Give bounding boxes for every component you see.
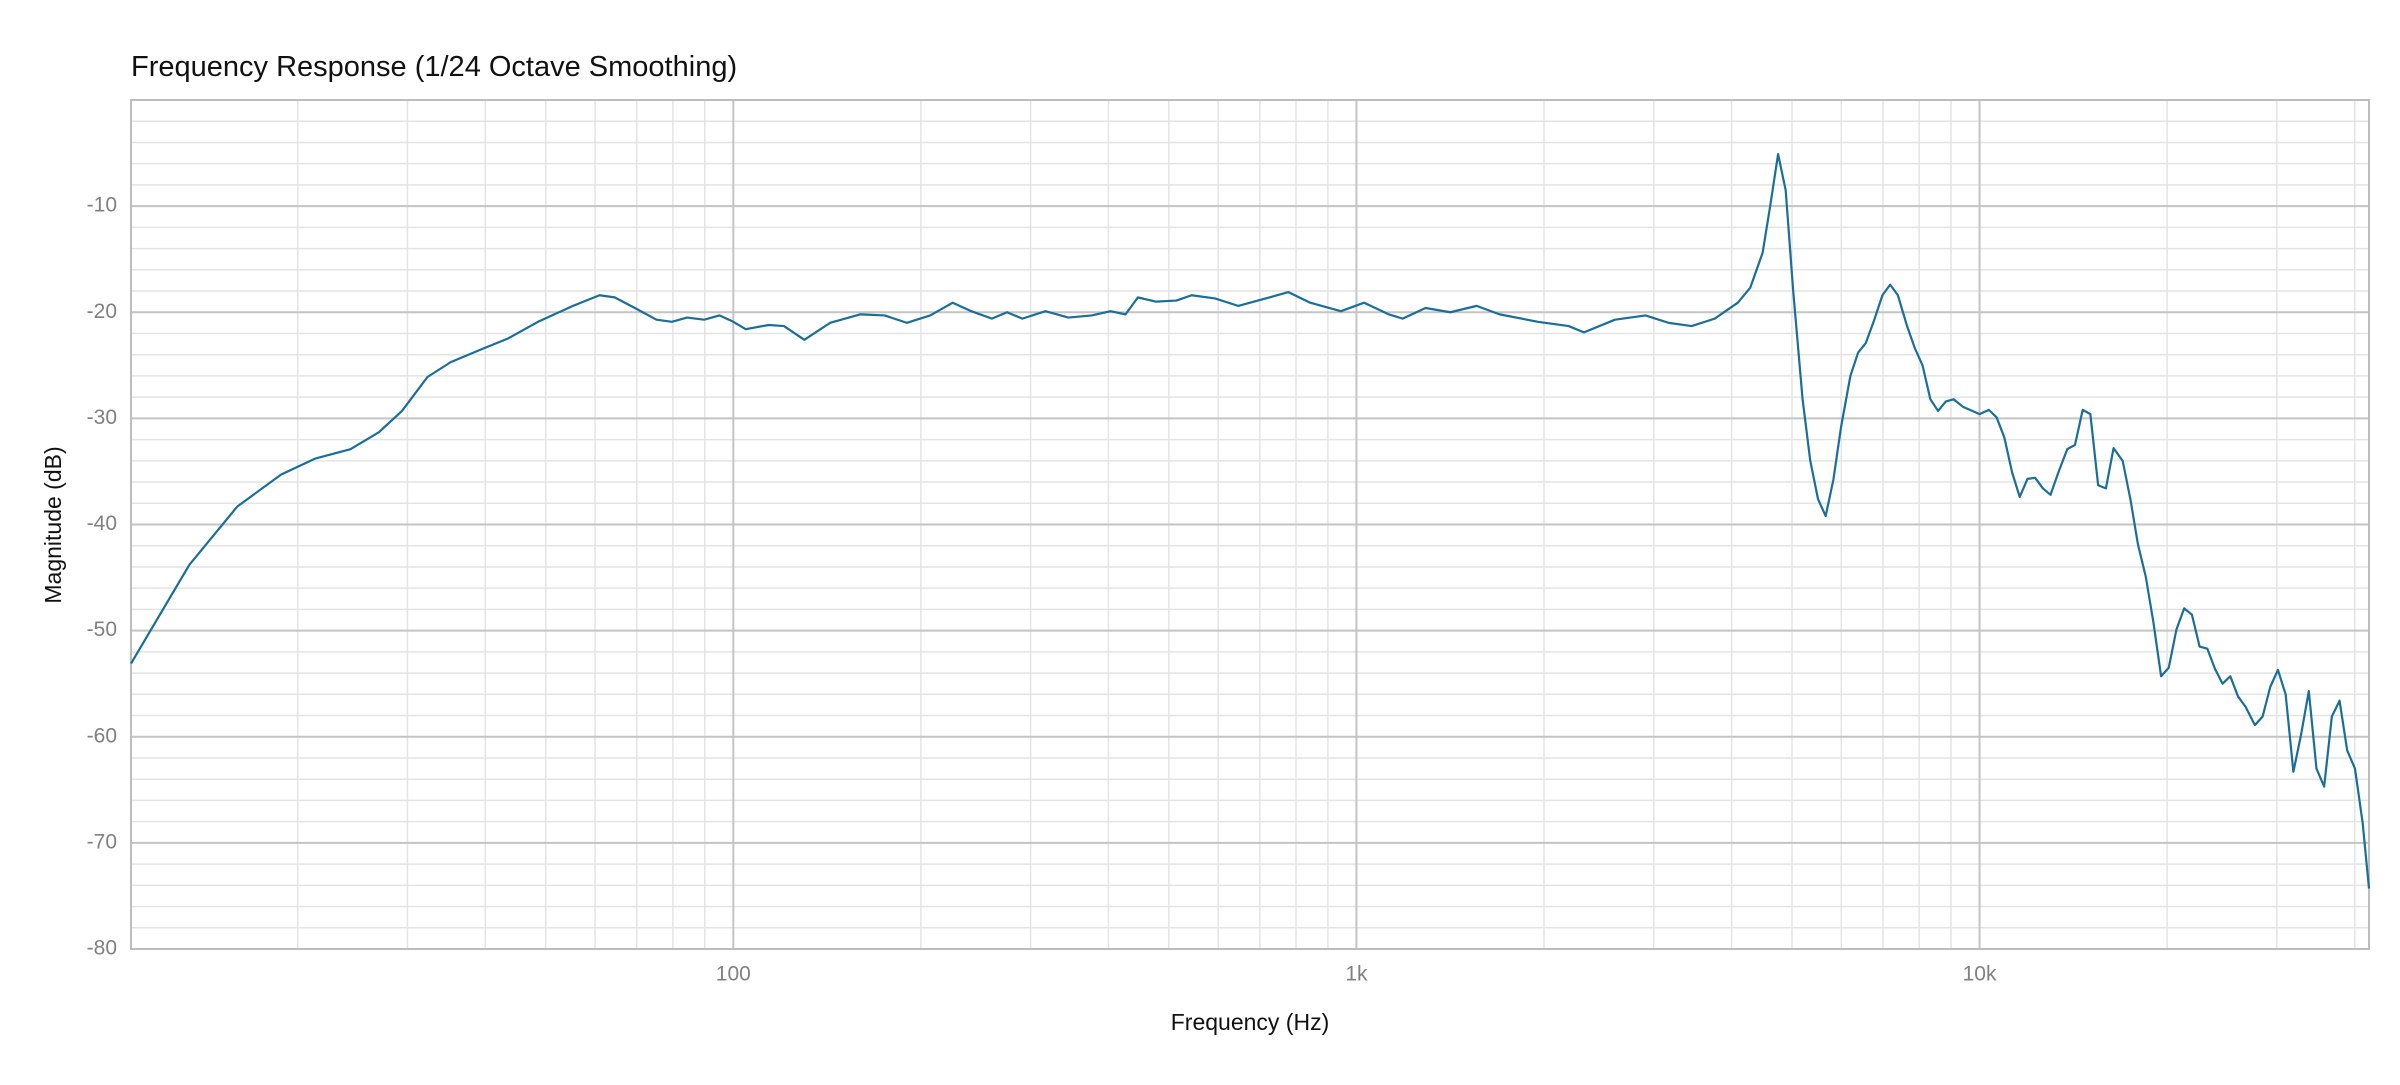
y-tick-label: -40 (87, 512, 117, 535)
plot-frame (130, 99, 2370, 950)
y-tick-label: -10 (87, 194, 117, 217)
chart-title: Frequency Response (1/24 Octave Smoothin… (131, 51, 737, 83)
y-tick-label: -20 (87, 300, 117, 323)
x-tick-label: 1k (1345, 963, 1368, 986)
x-tick-label: 100 (716, 963, 751, 986)
y-tick-label: -60 (87, 724, 117, 747)
y-tick-label: -50 (87, 618, 117, 641)
title: Frequency Response (131, 51, 407, 83)
subtitle: (1/24 Octave Smoothing) (415, 51, 737, 83)
y-tick-label: -80 (87, 937, 117, 960)
x-axis-label: Frequency (Hz) (1171, 1009, 1329, 1035)
y-tick-label: -70 (87, 830, 117, 853)
x-tick-label: 10k (1963, 963, 1997, 986)
y-tick-label: -30 (87, 406, 117, 429)
y-axis-label: Magnitude (dB) (40, 446, 66, 603)
response-line (130, 153, 2371, 889)
